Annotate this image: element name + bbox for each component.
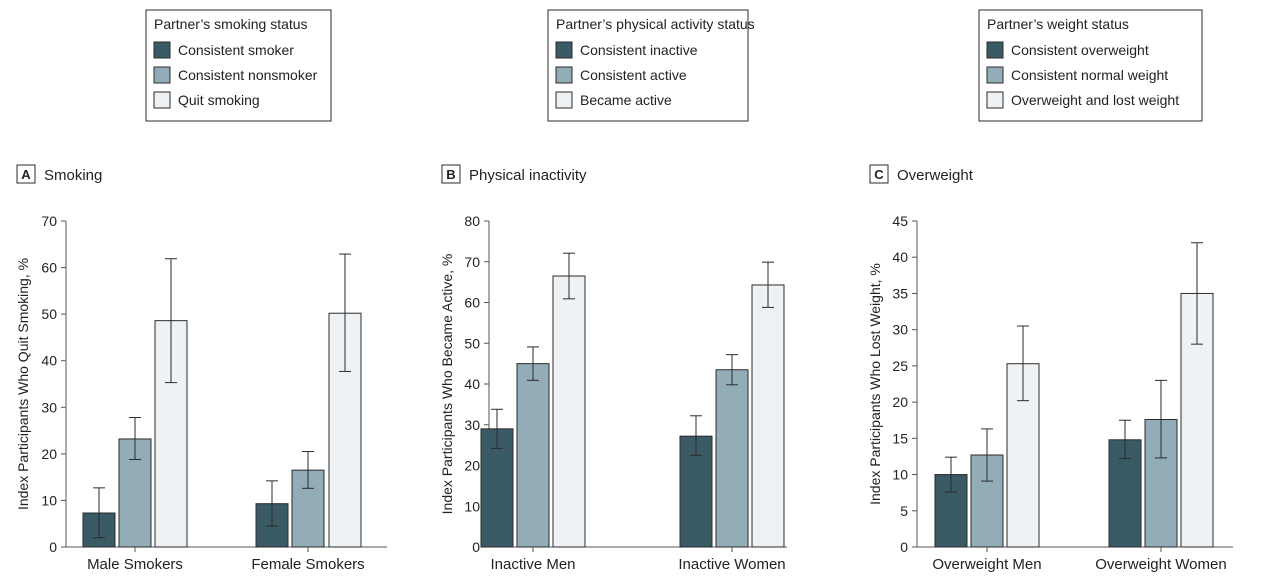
legend-item: Overweight and lost weight — [1011, 92, 1179, 108]
y-tick-label: 10 — [41, 492, 57, 508]
y-tick-label: 5 — [900, 503, 908, 519]
x-tick-label: Inactive Men — [490, 556, 575, 573]
legend-swatch — [986, 41, 1004, 59]
y-tick-label: 0 — [900, 539, 908, 555]
x-tick-label: Overweight Men — [932, 556, 1041, 573]
y-tick-label: 50 — [41, 306, 57, 322]
y-tick-label: 30 — [464, 417, 480, 433]
bar — [751, 284, 785, 548]
legend-B: Partner’s physical activity status Consis… — [547, 9, 755, 122]
y-tick-label: 25 — [892, 358, 908, 374]
legend-item: Consistent inactive — [580, 42, 698, 58]
legend-swatch — [555, 91, 573, 109]
legend-item: Quit smoking — [178, 92, 260, 108]
x-tick-label: Inactive Women — [678, 556, 785, 573]
y-tick-label: 40 — [464, 376, 480, 392]
x-tick-label: Male Smokers — [87, 556, 183, 573]
panel-header-C: C Overweight — [869, 164, 974, 184]
y-tick-label: 10 — [892, 467, 908, 483]
panel-letter: A — [21, 167, 31, 182]
y-tick-label: 40 — [892, 249, 908, 265]
y-tick-label: 20 — [464, 458, 480, 474]
y-tick-label: 60 — [464, 295, 480, 311]
y-tick-label: 30 — [892, 322, 908, 338]
legend-swatch — [153, 66, 171, 84]
panel-title: Physical inactivity — [469, 167, 587, 184]
legend-item: Consistent nonsmoker — [178, 67, 318, 83]
bar — [552, 275, 586, 548]
x-tick-label: Female Smokers — [251, 556, 364, 573]
y-tick-label: 20 — [41, 446, 57, 462]
y-axis-label: Index Participants Who Lost Weight, % — [867, 263, 883, 505]
legend-title: Partner’s smoking status — [154, 16, 308, 32]
legend-box — [145, 9, 332, 122]
panel-header-B: B Physical inactivity — [441, 164, 587, 184]
legend-title: Partner’s weight status — [987, 16, 1129, 32]
bar — [1006, 363, 1040, 548]
legend-swatch — [555, 66, 573, 84]
legend-item: Consistent active — [580, 67, 687, 83]
legend-swatch — [555, 41, 573, 59]
panel-header-A: A Smoking — [16, 164, 102, 184]
plot-A: 0 10 20 30 40 50 60 70 Index Participants Who Qu… — [15, 213, 387, 573]
panel-letter: B — [446, 167, 455, 182]
panel-letter-box — [869, 164, 889, 184]
legend-item: Consistent normal weight — [1011, 67, 1168, 83]
panel-title: Overweight — [897, 167, 974, 184]
y-tick-label: 0 — [49, 539, 57, 555]
legend-swatch — [153, 41, 171, 59]
y-tick-label: 30 — [41, 399, 57, 415]
y-tick-label: 15 — [892, 430, 908, 446]
y-axis-label: Index Participants Who Quit Smoking, % — [15, 258, 31, 510]
bar — [715, 369, 749, 548]
y-tick-label: 70 — [464, 254, 480, 270]
legend-item: Consistent smoker — [178, 42, 294, 58]
plot-B: 0 10 20 30 40 50 60 70 80 Index Participants Who … — [439, 213, 787, 573]
y-tick-label: 35 — [892, 285, 908, 301]
panel-letter-box — [16, 164, 36, 184]
panel-headers: A Smoking B Physical inactivity C Overweight — [16, 164, 974, 184]
y-tick-label: 50 — [464, 335, 480, 351]
legend-A: Partner’s smoking status Consistent smoke… — [145, 9, 332, 122]
y-axis-label: Index Participants Who Became Active, % — [439, 254, 455, 515]
y-tick-label: 0 — [472, 539, 480, 555]
legend-box — [547, 9, 749, 122]
bar — [1144, 418, 1178, 548]
panel-letter-box — [441, 164, 461, 184]
legend-title: Partner’s physical activity status — [556, 16, 755, 32]
y-tick-label: 70 — [41, 213, 57, 229]
y-tick-label: 80 — [464, 213, 480, 229]
legend-C: Partner’s weight status Consistent overwe… — [978, 9, 1203, 122]
y-tick-label: 60 — [41, 260, 57, 276]
bar — [516, 363, 550, 548]
plot-C: 0 5 10 15 20 25 30 35 40 45 Index Participants Who… — [867, 213, 1233, 573]
x-tick-label: Overweight Women — [1095, 556, 1226, 573]
y-tick-label: 10 — [464, 498, 480, 514]
legend-item: Consistent overweight — [1011, 42, 1149, 58]
panel-letter: C — [874, 167, 884, 182]
legend-swatch — [986, 66, 1004, 84]
legend-swatch — [153, 91, 171, 109]
legend-item: Became active — [580, 92, 672, 108]
legend-swatch — [986, 91, 1004, 109]
y-tick-label: 40 — [41, 353, 57, 369]
legends: Partner’s smoking status Consistent smoke… — [145, 9, 1203, 122]
panel-title: Smoking — [44, 167, 102, 184]
y-tick-label: 45 — [892, 213, 908, 229]
legend-box — [978, 9, 1203, 122]
y-tick-label: 20 — [892, 394, 908, 410]
